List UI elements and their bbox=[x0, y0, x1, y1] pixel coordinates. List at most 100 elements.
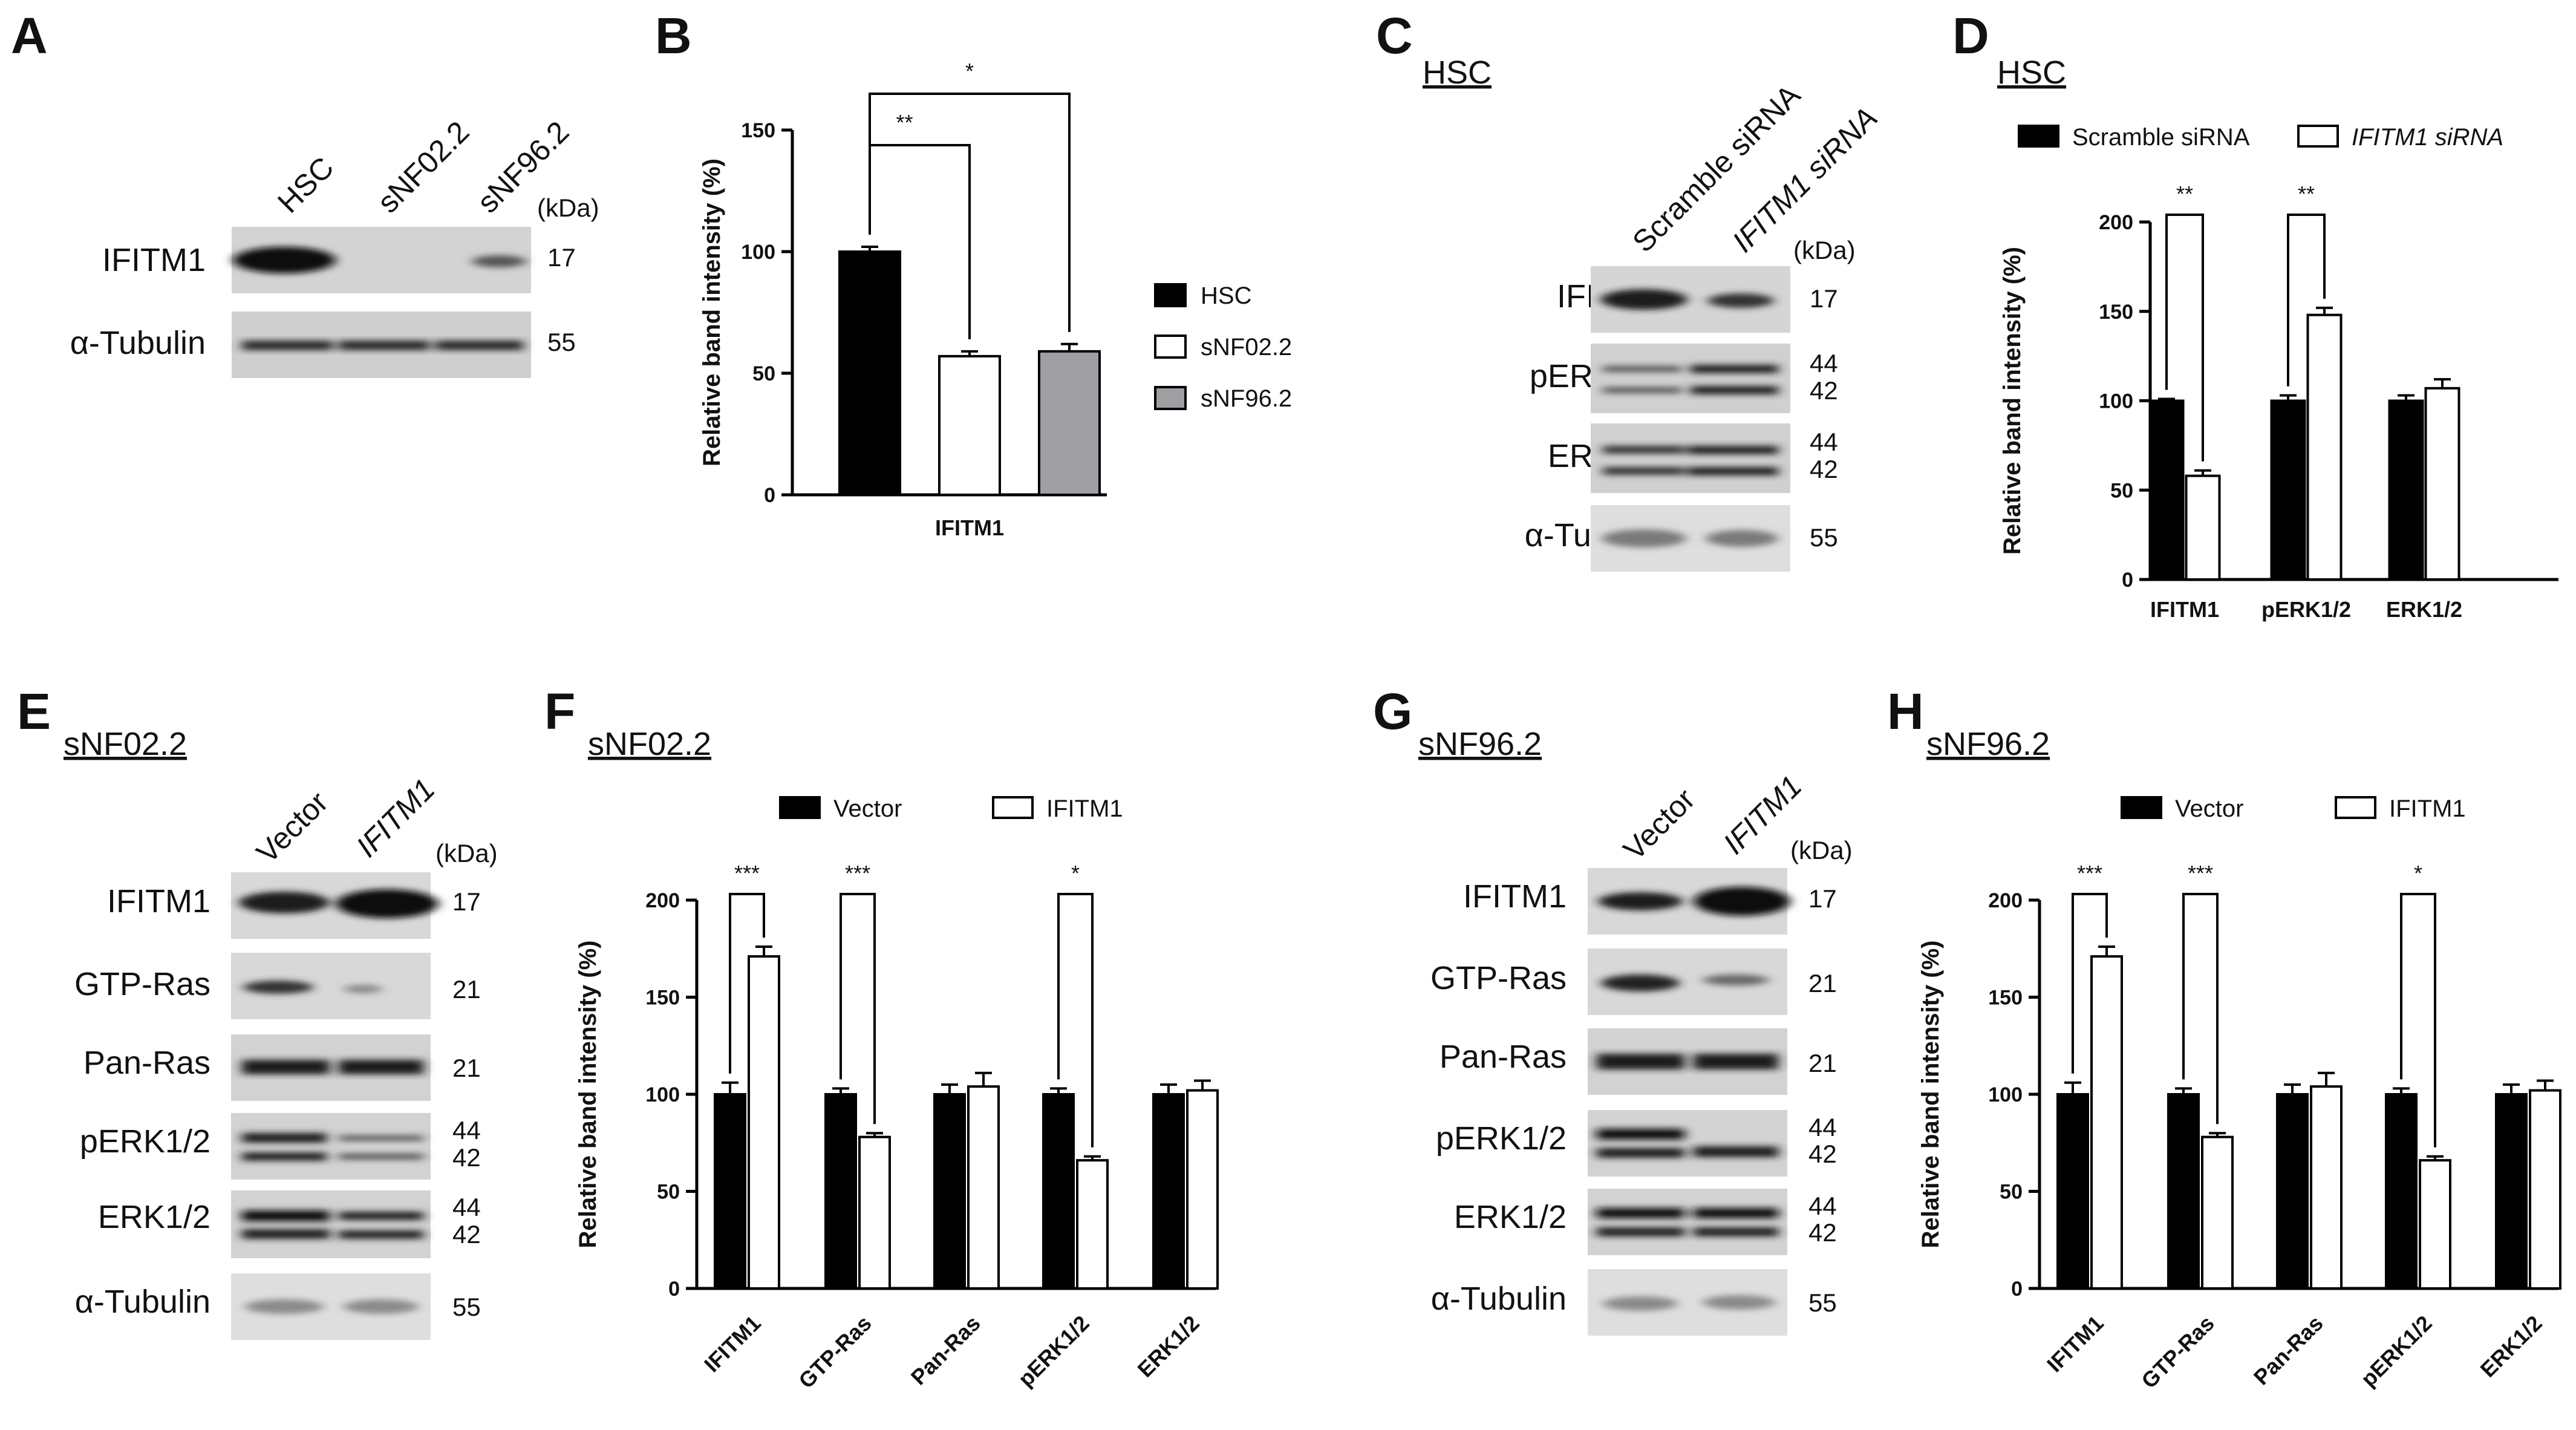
panel-letter-d: D bbox=[1952, 7, 1989, 64]
mw-label: 21 bbox=[1808, 1049, 1837, 1077]
legend-swatch bbox=[2335, 796, 2376, 819]
significance-label: * bbox=[1071, 861, 1080, 886]
mw-label: 21 bbox=[452, 1054, 481, 1082]
blot-strip bbox=[231, 1113, 431, 1180]
significance-bracket bbox=[2400, 893, 2436, 1148]
y-tick-label: 0 bbox=[668, 1278, 680, 1301]
bar bbox=[1038, 350, 1101, 496]
legend-label: sNF02.2 bbox=[1201, 334, 1292, 361]
y-tick-label: 50 bbox=[752, 362, 775, 385]
kda-label: (kDa) bbox=[1793, 236, 1856, 264]
mw-label: 42 bbox=[1808, 1218, 1837, 1247]
x-tick-label: ERK1/2 bbox=[2476, 1311, 2547, 1382]
protein-label: α-Tubulin bbox=[1431, 1281, 1567, 1317]
bar bbox=[2306, 313, 2343, 581]
condition-label-g: sNF96.2 bbox=[1418, 726, 1542, 762]
legend-swatch bbox=[1154, 335, 1187, 359]
y-tick-label: 100 bbox=[645, 1083, 680, 1106]
bar bbox=[2388, 399, 2424, 581]
significance-bracket bbox=[2072, 893, 2108, 1074]
lane-label: IFITM1 bbox=[350, 772, 442, 864]
x-tick-label: pERK1/2 bbox=[2261, 597, 2351, 622]
blot-a: HSC sNF02.2 sNF96.2 (kDa) IFITM1 17 α-Tu… bbox=[70, 115, 599, 378]
y-axis-label: Relative band intensity (%) bbox=[1917, 941, 1944, 1249]
x-tick-label: IFITM1 bbox=[699, 1311, 766, 1377]
panel-letter-a: A bbox=[11, 7, 48, 64]
mw-label: 44 bbox=[452, 1116, 481, 1144]
legend-label: Vector bbox=[833, 795, 902, 822]
y-tick-label: 200 bbox=[645, 889, 680, 912]
kda-label: (kDa) bbox=[435, 839, 498, 867]
lane-label: Scramble siRNA bbox=[1626, 77, 1807, 258]
protein-label: Pan-Ras bbox=[1440, 1039, 1567, 1075]
significance-bracket bbox=[1057, 893, 1094, 1148]
y-axis-label: Relative band intensity (%) bbox=[1999, 247, 2026, 555]
significance-bracket bbox=[2287, 214, 2326, 387]
protein-label: GTP-Ras bbox=[1430, 960, 1567, 996]
kda-label: (kDa) bbox=[537, 194, 599, 222]
lane-label: sNF02.2 bbox=[371, 115, 475, 220]
panel-letter-h: H bbox=[1887, 683, 1924, 740]
panel-letter-g: G bbox=[1373, 683, 1412, 740]
x-tick-label: ERK1/2 bbox=[1133, 1311, 1204, 1382]
mw-label: 44 bbox=[452, 1193, 481, 1221]
bar bbox=[2529, 1089, 2561, 1290]
legend-swatch bbox=[2297, 125, 2339, 148]
x-tick-label: GTP-Ras bbox=[2136, 1311, 2219, 1394]
panel-letter-c: C bbox=[1376, 7, 1413, 64]
x-tick-label: GTP-Ras bbox=[794, 1311, 876, 1394]
x-tick-label: IFITM1 bbox=[935, 515, 1004, 540]
bar bbox=[2185, 474, 2221, 581]
x-tick-label: IFITM1 bbox=[2150, 597, 2219, 622]
y-tick-label: 50 bbox=[2110, 479, 2133, 502]
mw-label: 42 bbox=[1810, 376, 1838, 405]
bar bbox=[938, 354, 1001, 496]
y-tick-label: 150 bbox=[741, 119, 775, 142]
bar bbox=[2276, 1093, 2309, 1290]
protein-label: ERK1/2 bbox=[98, 1199, 210, 1235]
bar bbox=[2201, 1135, 2234, 1290]
lane-label: Vector bbox=[250, 785, 334, 870]
mw-label: 44 bbox=[1810, 349, 1838, 377]
blot-g: Vector IFITM1 (kDa) IFITM1 17 GTP-Ras 21… bbox=[1430, 769, 1853, 1336]
y-tick-label: 0 bbox=[764, 484, 775, 507]
bar bbox=[2424, 387, 2460, 581]
mw-label: 55 bbox=[452, 1293, 481, 1321]
lane-label: HSC bbox=[271, 151, 340, 220]
chart-f: 0 50 100 150 200 Relative band intensity (%) I… bbox=[575, 795, 1219, 1394]
mw-label: 55 bbox=[547, 328, 576, 356]
y-tick-label: 0 bbox=[2122, 569, 2133, 592]
bar bbox=[967, 1085, 1000, 1290]
bar bbox=[2310, 1085, 2343, 1290]
bar bbox=[1076, 1159, 1109, 1290]
condition-label-f: sNF02.2 bbox=[588, 726, 711, 762]
legend-swatch bbox=[2018, 125, 2059, 148]
protein-label: α-Tubulin bbox=[75, 1284, 210, 1320]
legend-swatch bbox=[1154, 283, 1187, 307]
y-tick-label: 150 bbox=[1988, 987, 2023, 1010]
y-axis-label: Relative band intensity (%) bbox=[575, 941, 601, 1249]
significance-label: ** bbox=[2176, 181, 2193, 206]
bar bbox=[858, 1135, 891, 1290]
mw-label: 42 bbox=[452, 1143, 481, 1172]
y-axis-label: Relative band intensity (%) bbox=[699, 158, 725, 466]
bar bbox=[2090, 955, 2123, 1290]
mw-label: 44 bbox=[1808, 1113, 1837, 1141]
x-tick-label: Pan-Ras bbox=[2249, 1311, 2328, 1390]
mw-label: 42 bbox=[452, 1220, 481, 1249]
mw-label: 17 bbox=[1810, 284, 1838, 313]
kda-label: (kDa) bbox=[1790, 836, 1853, 864]
y-tick-label: 100 bbox=[741, 241, 775, 264]
protein-label: pERK1/2 bbox=[80, 1123, 210, 1160]
protein-label: Pan-Ras bbox=[83, 1045, 210, 1081]
blot-strip bbox=[231, 1190, 431, 1258]
bar bbox=[2385, 1093, 2418, 1290]
bar bbox=[933, 1093, 966, 1290]
legend-label: Scramble siRNA bbox=[2072, 124, 2250, 151]
y-tick-label: 150 bbox=[645, 987, 680, 1010]
protein-label: IFITM1 bbox=[107, 883, 210, 919]
legend-label: IFITM1 siRNA bbox=[2352, 124, 2503, 151]
blot-strip bbox=[1588, 1110, 1787, 1177]
bar bbox=[838, 250, 901, 496]
significance-label: ** bbox=[2298, 181, 2315, 206]
